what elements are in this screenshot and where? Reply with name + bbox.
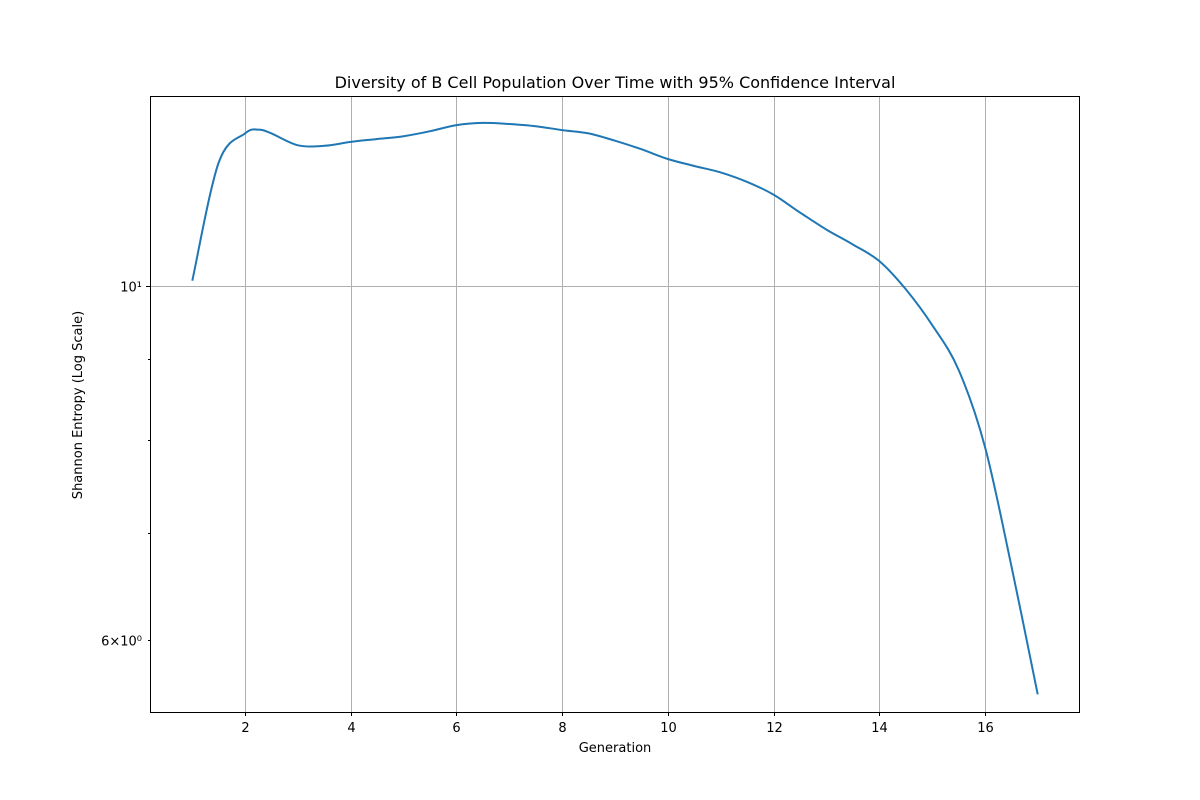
y-tick-label: 6×10⁰ bbox=[101, 635, 142, 650]
x-axis-label: Generation bbox=[579, 741, 652, 756]
grid bbox=[150, 96, 1080, 712]
y-tick-label: 10¹ bbox=[120, 281, 142, 296]
x-tick-label: 2 bbox=[241, 721, 249, 736]
x-tick-label: 10 bbox=[660, 721, 677, 736]
x-tick-label: 8 bbox=[558, 721, 566, 736]
series-line bbox=[191, 121, 1039, 695]
x-tick-label: 6 bbox=[452, 721, 460, 736]
y-axis-ticks: 10¹ 6×10⁰ bbox=[101, 281, 150, 650]
x-tick-label: 12 bbox=[766, 721, 783, 736]
y-axis-label: Shannon Entropy (Log Scale) bbox=[71, 311, 86, 499]
chart-title: Diversity of B Cell Population Over Time… bbox=[335, 73, 896, 92]
x-tick-label: 16 bbox=[977, 721, 994, 736]
x-tick-label: 4 bbox=[347, 721, 355, 736]
x-axis-ticks: 2 4 6 8 10 12 14 16 bbox=[241, 712, 994, 736]
series-layer bbox=[191, 121, 1039, 695]
plot-frame bbox=[150, 96, 1080, 713]
x-tick-label: 14 bbox=[871, 721, 888, 736]
